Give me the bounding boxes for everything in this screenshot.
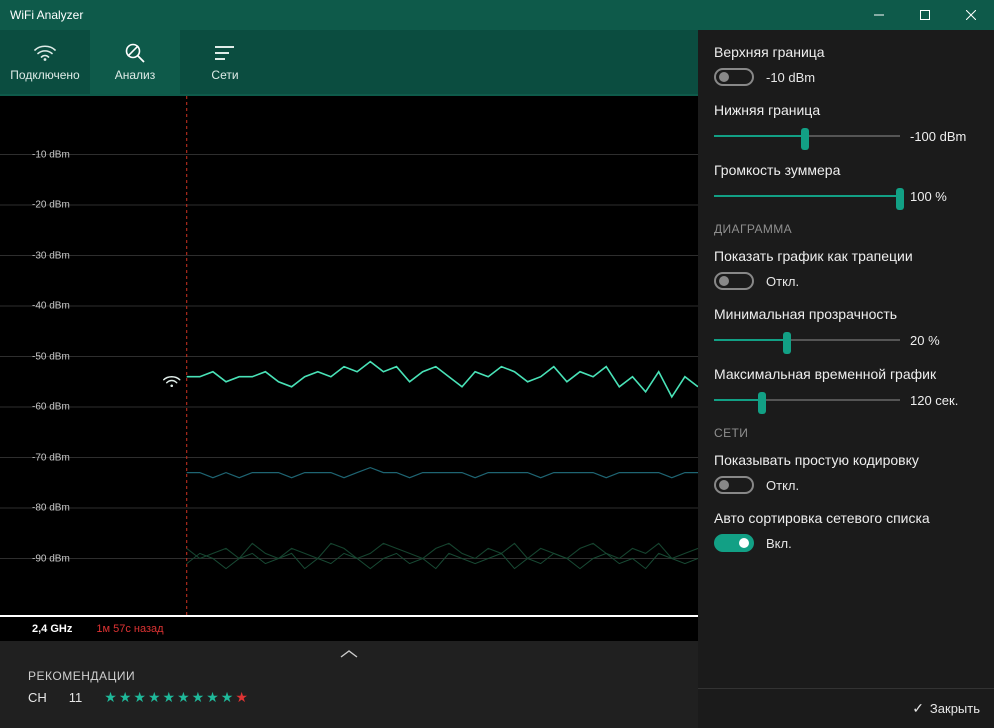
settings-close-button[interactable]: ✓ Закрыть [698,688,994,728]
frequency-bar: 2,4 GHz 1м 57с назад [0,615,698,641]
chevron-up-icon [339,649,359,659]
maximize-button[interactable] [902,0,948,30]
recommendations-heading: РЕКОМЕНДАЦИИ [0,667,698,689]
lower-bound-label: Нижняя граница [714,102,978,118]
upper-bound-value: -10 dBm [766,70,815,85]
trapezoid-toggle[interactable] [714,272,754,290]
max-time-label: Максимальная временной график [714,366,978,382]
main-panel: Подключено Анализ Сети -10 dBm-20 d [0,30,698,728]
y-axis-label: -20 dBm [32,200,70,211]
minimize-button[interactable] [856,0,902,30]
y-axis-label: -80 dBm [32,503,70,514]
check-icon: ✓ [912,700,924,717]
y-axis-label: -40 dBm [32,301,70,312]
y-axis-label: -70 dBm [32,452,70,463]
simple-encoding-label: Показывать простую кодировку [714,452,978,468]
tab-networks[interactable]: Сети [180,30,270,94]
autosort-label: Авто сортировка сетевого списка [714,510,978,526]
signal-chart: -10 dBm -20 dBm -30 dBm -40 dBm -50 dBm -60 d… [0,96,698,615]
min-transparency-value: 20 % [910,333,978,348]
autosort-toggle[interactable] [714,534,754,552]
max-time-value: 120 сек. [910,393,978,408]
lower-bound-value: -100 dBm [910,129,978,144]
upper-bound-label: Верхняя граница [714,44,978,60]
app-window: WiFi Analyzer Подключено [0,0,994,728]
y-axis-label: -30 dBm [32,250,70,261]
y-axis-label: -60 dBm [32,402,70,413]
tab-label: Анализ [115,68,156,82]
wifi-icon [34,42,56,64]
tab-label: Сети [211,68,238,82]
buzzer-volume-slider[interactable] [714,186,900,206]
close-button[interactable] [948,0,994,30]
close-label: Закрыть [930,701,980,716]
y-axis-label: -90 dBm [32,553,70,564]
y-axis-label: -10 dBm [32,149,70,160]
frequency-label: 2,4 GHz [32,623,72,635]
max-time-slider[interactable] [714,390,900,410]
recommendations-panel: РЕКОМЕНДАЦИИ CH 11 ★★★★★★★★★★ [0,641,698,728]
tabs: Подключено Анализ Сети [0,30,698,94]
list-icon [214,42,236,64]
buzzer-volume-value: 100 % [910,189,978,204]
rating-stars: ★★★★★★★★★★ [104,689,250,706]
trapezoid-label: Показать график как трапеции [714,248,978,264]
expand-recommendations[interactable] [0,641,698,667]
window-title: WiFi Analyzer [0,8,856,22]
time-ago-label: 1м 57с назад [96,623,163,635]
upper-bound-toggle[interactable] [714,68,754,86]
y-axis-label: -50 dBm [32,351,70,362]
trapezoid-state: Откл. [766,274,799,289]
tab-label: Подключено [10,68,79,82]
section-networks-heading: СЕТИ [714,426,978,440]
buzzer-volume-label: Громкость зуммера [714,162,978,178]
titlebar: WiFi Analyzer [0,0,994,30]
min-transparency-slider[interactable] [714,330,900,350]
tab-analysis[interactable]: Анализ [90,30,180,94]
min-transparency-label: Минимальная прозрачность [714,306,978,322]
magnifier-icon [124,42,146,64]
channel-value: 11 [69,690,83,705]
simple-encoding-toggle[interactable] [714,476,754,494]
settings-panel: Верхняя граница -10 dBm Нижняя граница -… [698,30,994,728]
autosort-state: Вкл. [766,536,792,551]
channel-label: CH [28,690,47,705]
section-diagram-heading: ДИАГРАММА [714,222,978,236]
tab-connected[interactable]: Подключено [0,30,90,94]
simple-encoding-state: Откл. [766,478,799,493]
lower-bound-slider[interactable] [714,126,900,146]
chart-area: -10 dBm -20 dBm -30 dBm -40 dBm -50 dBm -60 d… [0,94,698,728]
